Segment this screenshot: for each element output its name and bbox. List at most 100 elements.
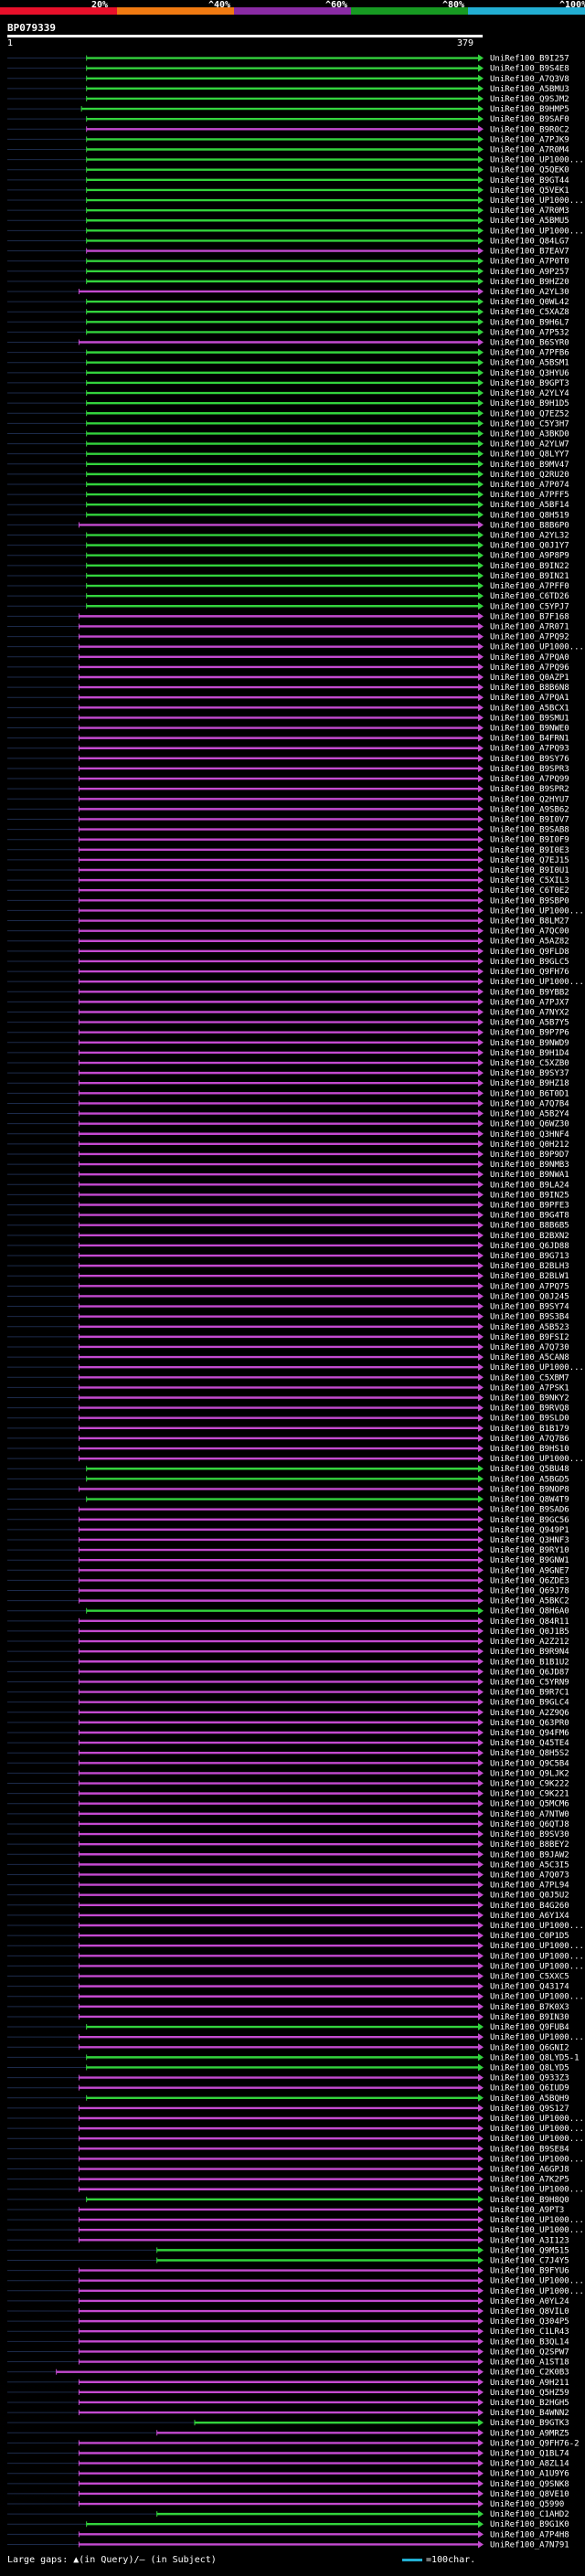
hit-label: UniRef100_A7PQ99 xyxy=(490,775,569,784)
hit-label: UniRef100_B9RVQ8 xyxy=(490,1405,569,1414)
hit-label: UniRef100_B2BLW1 xyxy=(490,1272,569,1281)
hit-label: UniRef100_C5XZB0 xyxy=(490,1059,569,1068)
hit-label: UniRef100_B2BXN2 xyxy=(490,1232,569,1241)
hit-label: UniRef100_B9HZ20 xyxy=(490,278,569,287)
hit-label: UniRef100_B9SBP0 xyxy=(490,896,569,906)
hit-arrow xyxy=(478,1586,484,1595)
hit-arrow xyxy=(478,1272,484,1280)
hit-label: UniRef100_A2YLY4 xyxy=(490,389,569,398)
hit-arrow xyxy=(478,2236,484,2244)
hit-arrow xyxy=(478,835,484,843)
hit-arrow xyxy=(478,561,484,569)
hit-arrow xyxy=(478,1546,484,1554)
hit-arrow xyxy=(478,2530,484,2539)
hit-label: UniRef100_B9SY76 xyxy=(490,755,569,764)
hit-label: UniRef100_Q6JD88 xyxy=(490,1242,569,1251)
hit-label: UniRef100_B9SAB8 xyxy=(490,826,569,835)
hit-label: UniRef100_C5YPJ7 xyxy=(490,602,569,611)
hit-arrow xyxy=(478,2135,484,2143)
hit-arrow xyxy=(478,115,484,123)
hit-arrow xyxy=(478,1911,484,1919)
hit-label: UniRef100_A6Y1X4 xyxy=(490,1912,569,1921)
hit-arrow xyxy=(478,1302,484,1310)
hit-label: UniRef100_A5C3I5 xyxy=(490,1860,569,1870)
hit-label: UniRef100_Q6JD87 xyxy=(490,1668,569,1677)
hit-label: UniRef100_Q63PR0 xyxy=(490,1719,569,1728)
hit-arrow xyxy=(478,876,484,885)
hit-label: UniRef100_B9SE84 xyxy=(490,2145,569,2154)
hit-arrow xyxy=(478,845,484,853)
hit-label: UniRef100_A8ZL14 xyxy=(490,2460,569,2469)
hit-label: UniRef100_B9YBB2 xyxy=(490,988,569,997)
hit-arrow xyxy=(478,105,484,113)
hit-arrow xyxy=(478,1171,484,1179)
hit-label: UniRef100_Q8H5S2 xyxy=(490,1749,569,1758)
hit-label: UniRef100_A5BGD5 xyxy=(490,1475,569,1484)
hit-label: UniRef100_C7J4Y5 xyxy=(490,2256,569,2265)
hit-label: UniRef100_A7PQ93 xyxy=(490,745,569,754)
query-end-label: 379 xyxy=(457,38,474,48)
hit-arrow xyxy=(478,1069,484,1077)
hit-arrow xyxy=(478,419,484,428)
hit-arrow xyxy=(478,1404,484,1412)
hit-label: UniRef100_UP1000... xyxy=(490,227,584,236)
hit-arrow xyxy=(478,378,484,387)
hit-arrow xyxy=(478,1789,484,1797)
hit-arrow xyxy=(478,2479,484,2487)
hit-label: UniRef100_UP1000... xyxy=(490,978,584,987)
hit-arrow xyxy=(478,1576,484,1585)
hit-label: UniRef100_B8LM27 xyxy=(490,917,569,927)
hit-arrow xyxy=(478,2094,484,2102)
hit-label: UniRef100_A7R0M4 xyxy=(490,146,569,155)
hit-arrow xyxy=(478,1252,484,1260)
hit-arrow xyxy=(478,277,484,285)
legend-scale: =100char. xyxy=(402,2555,475,2565)
hit-arrow xyxy=(478,1515,484,1523)
hit-label: UniRef100_B9P7P6 xyxy=(490,1029,569,1038)
hit-arrow xyxy=(478,1089,484,1097)
hit-arrow xyxy=(478,1556,484,1564)
hit-label: UniRef100_A5BQH9 xyxy=(490,2094,569,2104)
hit-arrow xyxy=(478,2327,484,2336)
hit-arrow xyxy=(478,2388,484,2396)
hit-label: UniRef100_Q6ZDE3 xyxy=(490,1576,569,1585)
hit-label: UniRef100_Q9FH76-2 xyxy=(490,2439,580,2448)
hit-label: UniRef100_C5XIL3 xyxy=(490,876,569,885)
hit-label: UniRef100_A5BF14 xyxy=(490,501,569,510)
hit-arrow xyxy=(478,551,484,559)
hit-label: UniRef100_B9LA24 xyxy=(490,1181,569,1190)
scale-percent-label: ^100% xyxy=(559,0,585,10)
hit-label: UniRef100_UP1000... xyxy=(490,2277,584,2286)
hit-label: UniRef100_A5CAN8 xyxy=(490,1353,569,1362)
hit-arrow xyxy=(478,2073,484,2082)
hit-arrow xyxy=(478,1018,484,1026)
hit-arrow xyxy=(478,1769,484,1777)
hit-label: UniRef100_B7EAV7 xyxy=(490,248,569,257)
hit-arrow xyxy=(478,2439,484,2447)
hit-label: UniRef100_B9RY10 xyxy=(490,1546,569,1555)
hit-label: UniRef100_B8BEY2 xyxy=(490,1840,569,1850)
hit-arrow xyxy=(478,1972,484,1980)
hit-arrow xyxy=(478,1525,484,1533)
hit-arrow xyxy=(478,2510,484,2518)
hit-arrow xyxy=(478,1718,484,1726)
hit-label: UniRef100_B2HGH5 xyxy=(490,2399,569,2408)
hit-arrow xyxy=(478,1445,484,1453)
hit-arrow xyxy=(478,1668,484,1676)
hit-arrow xyxy=(478,1262,484,1270)
hit-label: UniRef100_UP1000... xyxy=(490,2226,584,2235)
hit-arrow xyxy=(478,2286,484,2295)
hit-arrow xyxy=(478,2459,484,2467)
query-line xyxy=(7,35,483,37)
hit-label: UniRef100_Q0J5U2 xyxy=(490,1892,569,1901)
hit-label: UniRef100_Q43174 xyxy=(490,1983,569,1992)
hit-label: UniRef100_Q5HZ59 xyxy=(490,2389,569,2398)
hit-arrow xyxy=(478,1099,484,1108)
hit-arrow xyxy=(478,2125,484,2133)
hit-label: UniRef100_Q3HNF4 xyxy=(490,1130,569,1140)
hit-arrow xyxy=(478,1322,484,1330)
hit-arrow xyxy=(478,2489,484,2497)
hit-label: UniRef100_UP1000... xyxy=(490,906,584,916)
hit-arrow xyxy=(478,1455,484,1463)
hit-arrow xyxy=(478,2337,484,2346)
